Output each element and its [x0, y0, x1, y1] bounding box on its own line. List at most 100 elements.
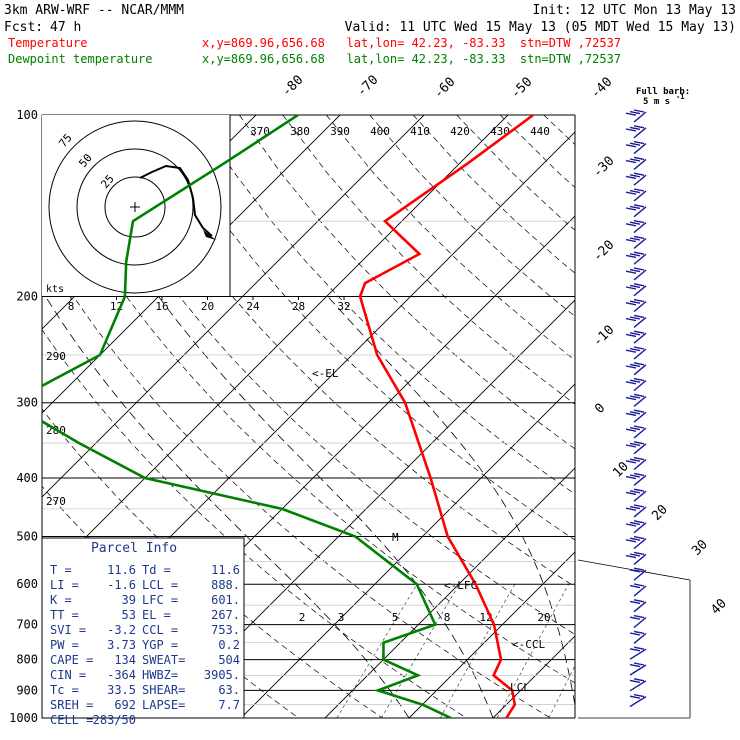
theta-label: 430 [490, 125, 510, 138]
wind-barb-feather [629, 600, 641, 605]
wind-barb-feather [629, 426, 641, 431]
wind-barb-feather [629, 632, 641, 636]
wind-barb-feather [629, 158, 641, 162]
mixing-ratio-label: 20 [537, 611, 550, 624]
wind-barb-staff [629, 680, 647, 692]
pressure-label: 700 [16, 618, 38, 632]
wind-barb [625, 330, 647, 344]
wind-barb-staff [633, 206, 647, 218]
wind-barb-feather [633, 109, 645, 113]
parcel-info-panel: Parcel Info T = 11.6 LI = -1.6 K = 39 TT = 53 SV… [41, 537, 245, 727]
theta-label: 380 [290, 125, 310, 138]
isotherm-label: -10 [590, 323, 617, 350]
marker-ccl: <-CCL [512, 638, 545, 651]
wind-barb-feather [625, 444, 637, 448]
wind-barb [629, 646, 647, 660]
wind-barb-feather [625, 270, 637, 274]
wind-barb-staff [633, 617, 647, 629]
isotherm-label: -30 [590, 154, 617, 181]
wind-barb [625, 219, 647, 234]
wind-barb-staff [633, 269, 647, 281]
parcel-left-value: 53 [122, 608, 136, 622]
wind-barb [629, 583, 647, 597]
wind-barb-feather [625, 286, 637, 290]
isotherm-line [492, 635, 575, 718]
wind-barb-feather [629, 237, 641, 241]
wind-barb [625, 204, 647, 218]
wind-barb-feather [633, 140, 645, 145]
wind-barb-feather [629, 679, 641, 684]
speed-axis-label: 24 [246, 300, 260, 313]
parcel-right-value: 753. [211, 623, 240, 637]
theta-label: 420 [450, 125, 470, 138]
wind-barb-staff [633, 332, 647, 344]
wind-barb-feather [625, 159, 637, 164]
dry-adiabat-line [282, 115, 575, 405]
wind-barb [625, 251, 647, 265]
parcel-right-value: 11.6 [211, 563, 240, 577]
wind-barb-feather [629, 584, 641, 589]
speed-axis-label: 16 [155, 300, 168, 313]
parcel-left-value: 283/50 [93, 713, 136, 727]
wind-barb-feather [629, 458, 641, 462]
wind-barb [625, 472, 647, 486]
parcel-right-label: LFC = [142, 593, 178, 607]
hodograph-ring-25 [104, 176, 166, 238]
pressure-label: 600 [16, 577, 38, 591]
wind-barb [625, 441, 647, 455]
isotherm-label: -60 [431, 75, 458, 102]
wind-barb-staff [633, 601, 647, 613]
isotherm-label: -20 [590, 238, 617, 265]
isotherm-label: -50 [508, 75, 535, 102]
theta-label: 410 [410, 125, 430, 138]
wind-barb-feather [633, 235, 645, 240]
dry-adiabat-line [42, 408, 384, 718]
pressure-label: 900 [16, 683, 38, 697]
pressure-label: 200 [16, 290, 38, 304]
speed-axis-label: 28 [292, 300, 305, 313]
wind-barb-feather [629, 316, 641, 320]
wind-barb-feather [633, 535, 645, 540]
wind-barb-staff [629, 696, 647, 708]
hodograph: 25 50 75 kts [42, 115, 231, 296]
hodograph-ring-75 [48, 120, 222, 294]
parcel-left-label: K = [50, 593, 72, 607]
wind-barb-feather [629, 253, 641, 257]
parcel-right-value: 63. [218, 683, 240, 697]
wind-barb-feather [625, 112, 637, 116]
wind-barb-feather [633, 520, 645, 524]
temperature-series-line [358, 115, 534, 718]
wind-barb-feather [625, 349, 637, 353]
wind-barb-staff [633, 237, 647, 249]
wind-barb-feather [633, 330, 645, 334]
wind-barb-feather [629, 695, 641, 699]
dry-adiabat-line [42, 245, 552, 718]
wind-barb-feather [629, 174, 641, 178]
wind-barb-feather [629, 505, 641, 510]
wind-barb-staff [633, 380, 647, 392]
wind-barb-feather [625, 223, 637, 227]
parcel-left-value: 3.73 [107, 638, 136, 652]
hodograph-arrow-icon [203, 230, 216, 240]
wind-barb-feather [633, 393, 645, 398]
dewpoint-series-line [42, 115, 452, 718]
wind-barb-feather [629, 332, 641, 336]
dry-adiabat-line [239, 115, 575, 450]
wind-barb-feather [629, 347, 641, 352]
wind-barb-feather [625, 491, 637, 496]
barb-note-line1: Full barb: [636, 87, 690, 97]
wind-barb-feather [625, 475, 637, 480]
wind-barb-feather [625, 144, 637, 148]
marker-m: M [392, 531, 399, 544]
marker-el: <-EL [312, 367, 339, 380]
parcel-right-label: SWEAT= [142, 653, 185, 667]
wind-barb-feather [633, 583, 645, 587]
wind-barb-feather [629, 490, 641, 494]
parcel-left-label: Tc = [50, 683, 79, 697]
wind-barb-feather [629, 363, 641, 368]
wind-barb-feather [633, 409, 645, 413]
wind-barb-staff [633, 253, 647, 265]
wind-barb-staff [633, 522, 647, 534]
wind-barb-staff [633, 190, 647, 202]
